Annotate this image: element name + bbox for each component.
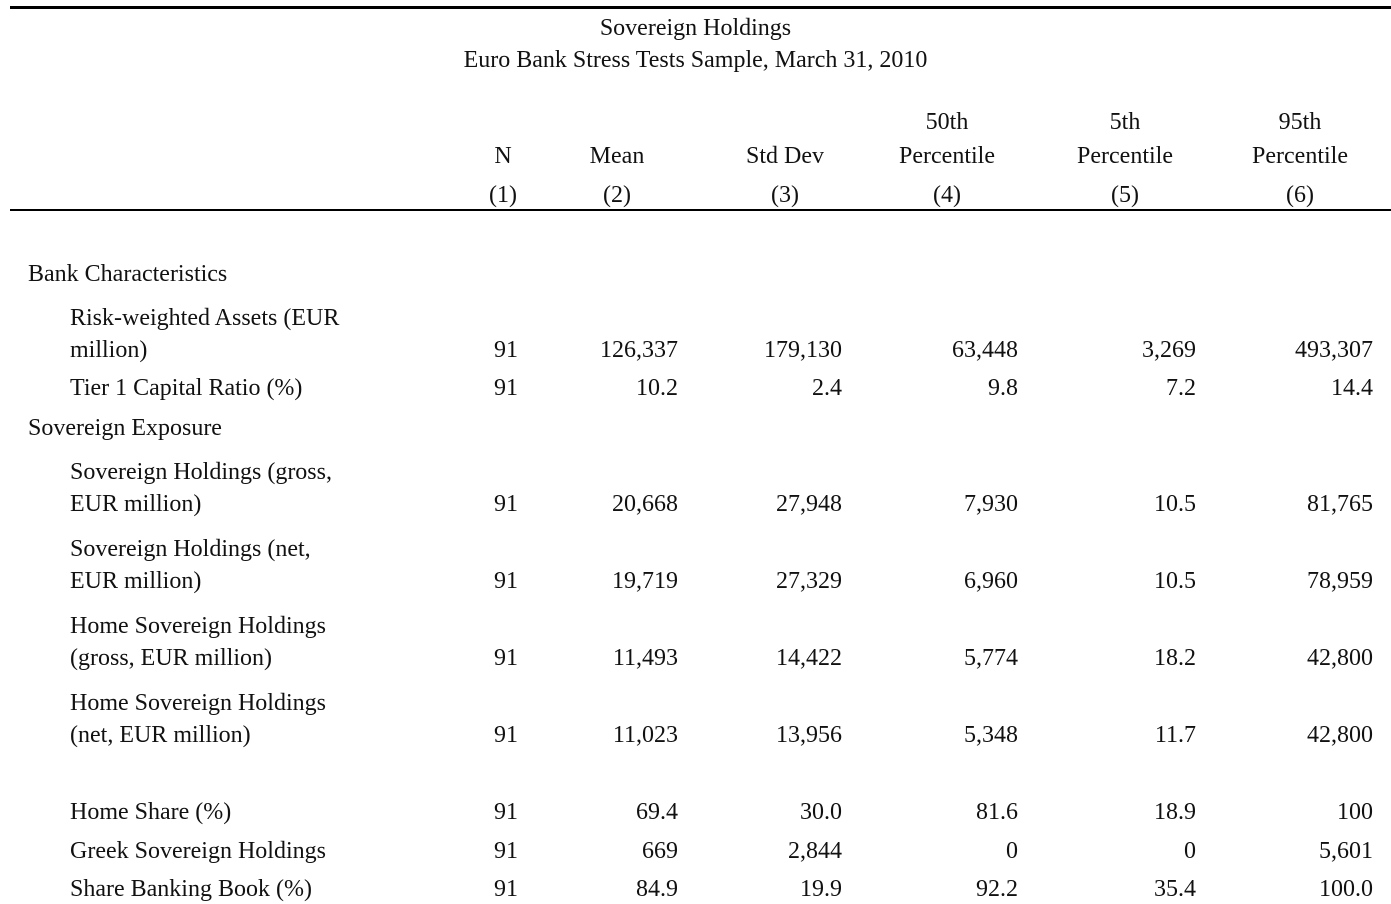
cell: 11.7	[1154, 722, 1196, 748]
cell: 10.5	[1154, 568, 1196, 594]
column-number: (1)	[489, 182, 517, 208]
cell: 18.9	[1154, 799, 1196, 825]
cell: 69.4	[636, 799, 678, 825]
cell: 11,493	[612, 645, 678, 671]
column-number: (6)	[1286, 182, 1314, 208]
cell: 91	[494, 799, 518, 825]
cell: 78,959	[1307, 568, 1373, 594]
cell: 20,668	[612, 491, 678, 517]
cell: 5,348	[964, 722, 1018, 748]
column-header: Percentile	[899, 143, 995, 169]
cell: 6,960	[964, 568, 1018, 594]
cell: 91	[494, 838, 518, 864]
row-label: Home Sovereign Holdings	[70, 690, 326, 716]
column-header: Percentile	[1252, 143, 1348, 169]
row-label: Home Sovereign Holdings	[70, 613, 326, 639]
row-label: Sovereign Holdings (gross,	[70, 459, 332, 485]
cell: 10.2	[636, 375, 678, 401]
cell: 81.6	[976, 799, 1018, 825]
cell: 179,130	[764, 337, 842, 363]
cell: 19.9	[800, 876, 842, 902]
cell: 91	[494, 375, 518, 401]
row-label: (net, EUR million)	[70, 722, 251, 748]
row-label: Risk-weighted Assets (EUR	[70, 305, 340, 331]
column-number: (5)	[1111, 182, 1139, 208]
column-header: Mean	[589, 143, 645, 169]
row-label: Tier 1 Capital Ratio (%)	[70, 375, 303, 401]
cell: 42,800	[1307, 645, 1373, 671]
row-label: Share Banking Book (%)	[70, 876, 312, 902]
column-header: 50th	[925, 109, 969, 135]
column-number: (2)	[603, 182, 631, 208]
cell: 0	[1006, 838, 1018, 864]
cell: 91	[494, 337, 518, 363]
row-label: EUR million)	[70, 491, 202, 517]
header-rule	[10, 209, 1391, 211]
cell: 3,269	[1142, 337, 1196, 363]
cell: 2,844	[788, 838, 842, 864]
cell: 7,930	[964, 491, 1018, 517]
cell: 63,448	[952, 337, 1018, 363]
title: Sovereign Holdings	[599, 15, 792, 41]
cell: 0	[1184, 838, 1196, 864]
column-header: Percentile	[1077, 143, 1173, 169]
cell: 91	[494, 722, 518, 748]
cell: 27,329	[776, 568, 842, 594]
cell: 30.0	[800, 799, 842, 825]
cell: 91	[494, 645, 518, 671]
subtitle: Euro Bank Stress Tests Sample, March 31,…	[463, 47, 928, 73]
cell: 10.5	[1154, 491, 1196, 517]
column-header: N	[494, 143, 512, 169]
row-label: Sovereign Holdings (net,	[70, 536, 311, 562]
cell: 92.2	[976, 876, 1018, 902]
cell: 126,337	[600, 337, 678, 363]
column-number: (3)	[771, 182, 799, 208]
cell: 2.4	[812, 375, 842, 401]
cell: 91	[494, 491, 518, 517]
column-header: 95th	[1278, 109, 1322, 135]
cell: 91	[494, 568, 518, 594]
row-label: EUR million)	[70, 568, 202, 594]
row-label: million)	[70, 337, 148, 363]
cell: 27,948	[776, 491, 842, 517]
row-label: Greek Sovereign Holdings	[70, 838, 326, 864]
cell: 42,800	[1307, 722, 1373, 748]
cell: 14.4	[1331, 375, 1373, 401]
column-number: (4)	[933, 182, 961, 208]
cell: 9.8	[988, 375, 1018, 401]
cell: 11,023	[612, 722, 678, 748]
cell: 7.2	[1166, 375, 1196, 401]
row-label: Home Share (%)	[70, 799, 232, 825]
cell: 5,601	[1319, 838, 1373, 864]
cell: 5,774	[964, 645, 1018, 671]
cell: 100	[1337, 799, 1373, 825]
cell: 84.9	[636, 876, 678, 902]
cell: 493,307	[1295, 337, 1373, 363]
cell: 18.2	[1154, 645, 1196, 671]
cell: 669	[642, 838, 678, 864]
row-label: (gross, EUR million)	[70, 645, 272, 671]
section-title: Sovereign Exposure	[28, 415, 222, 441]
column-header: 5th	[1109, 109, 1141, 135]
cell: 91	[494, 876, 518, 902]
cell: 35.4	[1154, 876, 1196, 902]
cell: 13,956	[776, 722, 842, 748]
cell: 19,719	[612, 568, 678, 594]
cell: 100.0	[1319, 876, 1373, 902]
column-header: Std Dev	[746, 143, 824, 169]
cell: 81,765	[1307, 491, 1373, 517]
section-title: Bank Characteristics	[28, 261, 228, 287]
cell: 14,422	[776, 645, 842, 671]
top-rule	[10, 6, 1391, 9]
